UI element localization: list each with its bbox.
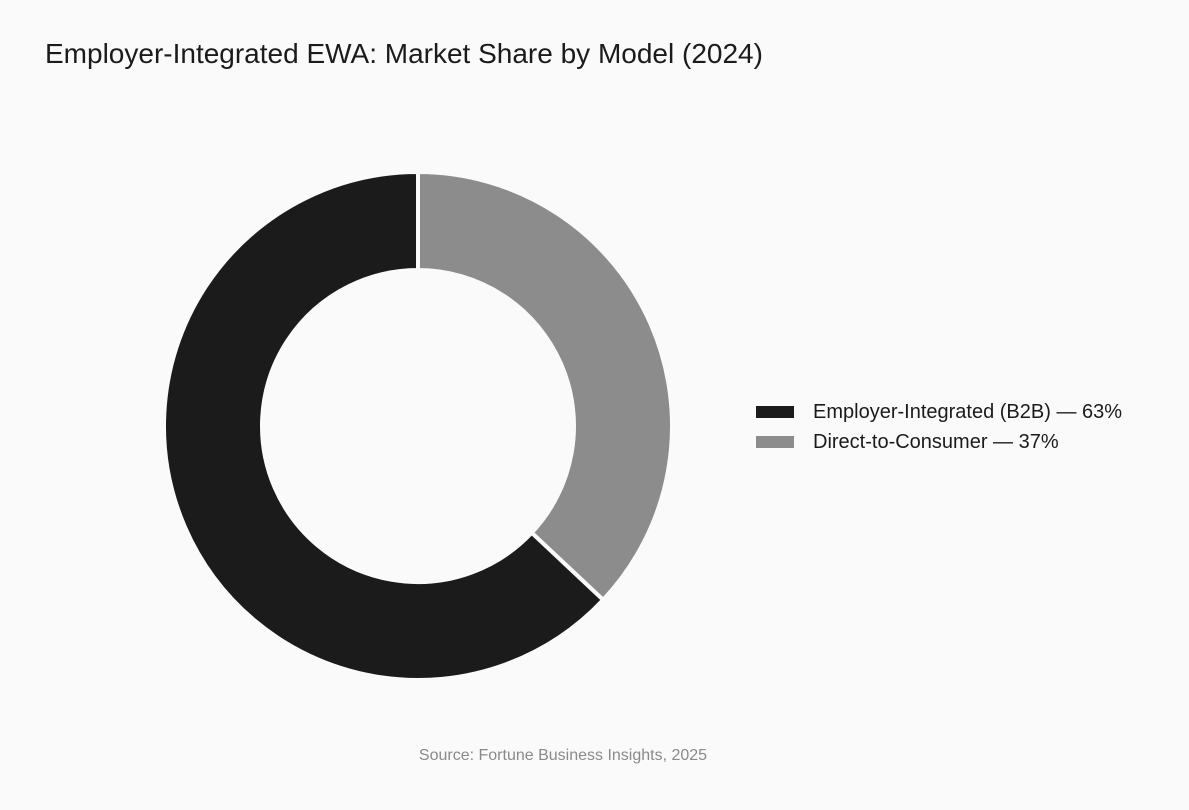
legend-item-direct-to-consumer: Direct-to-Consumer — 37% <box>756 427 1122 457</box>
legend-swatch-employer-integrated <box>756 406 794 418</box>
legend-label-employer-integrated: Employer-Integrated (B2B) — 63% <box>813 400 1123 423</box>
chart-title: Employer-Integrated EWA: Market Share by… <box>45 38 763 69</box>
legend-label-direct-to-consumer: Direct-to-Consumer — 37% <box>813 430 1059 453</box>
source-note: Source: Fortune Business Insights, 2025 <box>418 747 708 764</box>
donut-slice-direct-to-consumer <box>416 169 674 603</box>
legend-item-employer-integrated: Employer-Integrated (B2B) — 63% <box>756 397 1122 427</box>
legend-swatch-direct-to-consumer <box>756 436 794 448</box>
legend: Employer-Integrated (B2B) — 63% Direct-t… <box>756 397 1122 457</box>
donut-chart <box>162 169 674 682</box>
donut-slice-employer-integrated <box>162 169 606 682</box>
